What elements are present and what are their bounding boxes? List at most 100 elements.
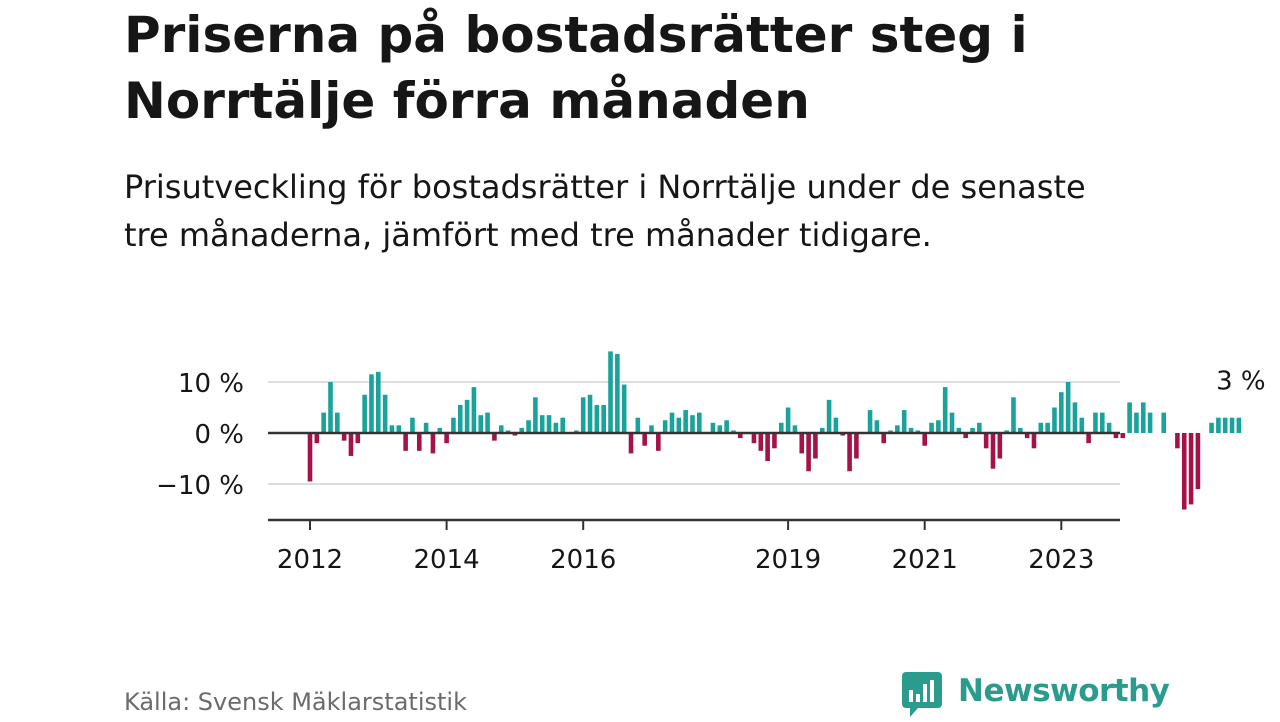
bar [608, 351, 613, 433]
bar [1099, 412, 1105, 433]
bar [560, 417, 566, 433]
bar [444, 433, 449, 444]
bar [635, 417, 641, 433]
bar [498, 425, 504, 433]
bar [922, 433, 927, 446]
bar [970, 427, 975, 433]
bar [847, 433, 852, 472]
bar [376, 371, 381, 433]
bar [942, 387, 948, 433]
bar [492, 433, 497, 441]
chart-subtitle: Prisutveckling för bostadsrätter i Norrt… [124, 168, 1086, 254]
bar [1079, 417, 1085, 433]
bar [963, 433, 968, 439]
bar [888, 430, 893, 433]
bar [895, 425, 900, 433]
bar [485, 412, 490, 433]
bar [1024, 433, 1030, 439]
bar [1161, 412, 1167, 433]
bar [929, 422, 934, 433]
bar [464, 399, 470, 433]
bar [403, 433, 408, 451]
bar [553, 422, 559, 433]
bar [731, 430, 736, 433]
bar [751, 433, 757, 444]
bar [854, 433, 859, 459]
bar [526, 420, 531, 433]
bar [382, 394, 388, 433]
bar [737, 433, 743, 439]
bar [785, 407, 791, 433]
bar [826, 399, 832, 433]
bar [615, 353, 620, 433]
bar [478, 415, 484, 433]
bar [949, 412, 955, 433]
y-tick-label: 0 % [194, 420, 244, 450]
bar [437, 427, 443, 433]
bar [806, 433, 811, 472]
bar [1147, 412, 1153, 433]
bar [348, 433, 354, 456]
x-tick-label: 2014 [414, 545, 480, 575]
bar [328, 382, 333, 433]
bar [840, 433, 846, 436]
bar [539, 415, 545, 433]
bar [1059, 392, 1064, 433]
y-tick-label: −10 % [156, 471, 244, 501]
bar [1086, 433, 1091, 444]
bar-chart: 10 % 0 % −10 % 2012 2014 2016 2019 2021 2023 3 % [156, 351, 1266, 575]
brand-name: Newsworthy [958, 673, 1170, 709]
bar [505, 430, 511, 433]
bar [656, 433, 661, 451]
bar [874, 420, 880, 433]
bar [915, 430, 921, 433]
bar [819, 427, 825, 433]
bar [867, 410, 873, 433]
bar [983, 433, 989, 449]
bar [335, 412, 340, 433]
bar [628, 433, 634, 454]
bar [799, 433, 805, 454]
bar [423, 422, 429, 433]
bar [416, 433, 422, 451]
bar [1004, 430, 1009, 433]
bar [697, 412, 702, 433]
bar [1093, 412, 1098, 433]
bar [1209, 422, 1214, 433]
bar [1065, 382, 1071, 433]
bar [649, 425, 654, 433]
x-tick-label: 2023 [1028, 545, 1094, 575]
bar [314, 433, 320, 444]
last-value-label: 3 % [1216, 367, 1266, 397]
bar [772, 433, 777, 449]
bar [1106, 422, 1112, 433]
bar [683, 410, 688, 433]
bar [1175, 433, 1180, 449]
bar [833, 417, 839, 433]
bar [717, 425, 723, 433]
bar [724, 420, 729, 433]
bar [1222, 417, 1228, 433]
bar [519, 427, 525, 433]
bar [690, 415, 695, 433]
bar [710, 422, 716, 433]
bar [1031, 433, 1037, 449]
bar [601, 404, 606, 433]
x-tick-label: 2019 [755, 545, 821, 575]
bar [389, 425, 395, 433]
bar-chart-speech-icon [902, 672, 942, 717]
bar [901, 410, 907, 433]
bar [580, 397, 586, 433]
bar [1127, 402, 1132, 433]
bar [621, 384, 627, 433]
bar [451, 417, 456, 433]
bar [457, 404, 463, 433]
bar [936, 420, 941, 433]
bar [1120, 433, 1126, 439]
bar [533, 397, 538, 433]
bar [778, 422, 784, 433]
bar [792, 425, 798, 433]
bar [758, 433, 764, 451]
bar [355, 433, 361, 444]
bar [1236, 417, 1242, 433]
